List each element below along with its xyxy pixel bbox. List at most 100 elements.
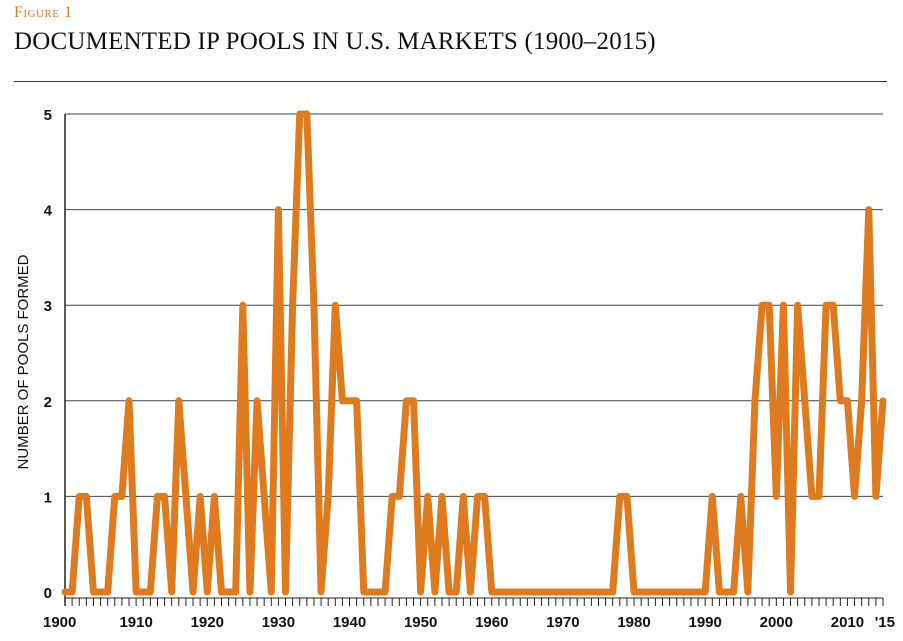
data-point-1925 <box>241 304 244 307</box>
data-point-1940 <box>348 399 351 402</box>
y-tick-label-4: 4 <box>44 203 53 220</box>
data-point-1957 <box>469 591 472 593</box>
data-point-1910 <box>135 591 138 593</box>
data-point-1934 <box>305 113 308 115</box>
figure-label: Figure 1 <box>14 4 73 21</box>
data-point-1999 <box>768 304 771 307</box>
data-point-1921 <box>213 495 216 498</box>
data-point-1903 <box>85 495 88 498</box>
data-point-1954 <box>448 591 451 593</box>
data-point-1915 <box>170 591 173 593</box>
data-point-1950 <box>419 591 422 593</box>
data-point-1962 <box>505 591 508 593</box>
data-point-1976 <box>604 591 607 593</box>
data-point-1939 <box>341 399 344 402</box>
data-point-1929 <box>270 591 273 593</box>
x-tick-label-1920: 1920 <box>191 614 224 631</box>
data-point-1995 <box>739 495 742 498</box>
data-point-1955 <box>455 591 458 593</box>
data-point-1905 <box>99 591 102 593</box>
data-point-1938 <box>334 304 337 307</box>
data-point-1971 <box>569 591 572 593</box>
data-point-1998 <box>761 304 764 307</box>
data-point-1973 <box>583 591 586 593</box>
data-point-1949 <box>412 399 415 402</box>
data-point-1909 <box>128 399 131 402</box>
x-tick-label-1930: 1930 <box>262 614 295 631</box>
data-point-2002 <box>789 591 792 593</box>
data-point-1967 <box>540 591 543 593</box>
x-tick-label-1950: 1950 <box>404 614 437 631</box>
data-point-1951 <box>426 495 429 498</box>
data-point-1956 <box>462 495 465 498</box>
data-point-1901 <box>71 591 74 593</box>
data-point-2000 <box>775 495 778 498</box>
data-point-1953 <box>440 495 443 498</box>
data-point-1959 <box>483 495 486 498</box>
data-point-1983 <box>654 591 657 593</box>
y-tick-label-1: 1 <box>44 489 52 506</box>
data-point-1908 <box>120 495 123 498</box>
data-point-1986 <box>675 591 678 593</box>
x-tick-label-1900: 1900 <box>43 614 76 631</box>
data-point-1965 <box>526 591 529 593</box>
data-point-1987 <box>682 591 685 593</box>
data-point-1914 <box>163 495 166 498</box>
data-point-1902 <box>78 495 81 498</box>
data-point-1916 <box>177 399 180 402</box>
data-point-1923 <box>227 591 230 593</box>
data-point-1964 <box>519 591 522 593</box>
data-point-1981 <box>640 591 643 593</box>
data-point-2001 <box>782 304 785 307</box>
data-point-1942 <box>362 591 365 593</box>
data-point-1961 <box>497 591 500 593</box>
data-point-1904 <box>92 591 95 593</box>
y-tick-label-0: 0 <box>44 585 52 602</box>
data-point-1907 <box>113 495 116 498</box>
chart-title: DOCUMENTED IP POOLS IN U.S. MARKETS (190… <box>14 28 656 55</box>
series-line-0 <box>61 110 887 596</box>
data-point-1946 <box>391 495 394 498</box>
data-point-1994 <box>732 591 735 593</box>
data-point-1931 <box>284 591 287 593</box>
data-point-1969 <box>554 591 557 593</box>
data-point-1919 <box>199 495 202 498</box>
data-point-1941 <box>355 399 358 402</box>
axes <box>64 114 884 606</box>
data-point-2011 <box>853 495 856 498</box>
data-point-1984 <box>661 591 664 593</box>
data-point-1918 <box>192 591 195 593</box>
data-point-1945 <box>384 591 387 593</box>
data-point-2014 <box>874 495 877 498</box>
data-point-1963 <box>512 591 515 593</box>
data-point-2006 <box>817 495 820 498</box>
title-divider <box>14 81 887 82</box>
data-point-1935 <box>312 304 315 307</box>
data-point-1988 <box>689 591 692 593</box>
data-point-1990 <box>704 591 707 593</box>
data-point-2003 <box>796 304 799 307</box>
data-point-1932 <box>291 304 294 307</box>
x-tick-label-1910: 1910 <box>119 614 152 631</box>
data-point-2012 <box>860 399 863 402</box>
data-point-2007 <box>825 304 828 307</box>
y-tick-label-5: 5 <box>44 107 52 124</box>
data-point-2008 <box>832 304 835 307</box>
x-tick-label-1940: 1940 <box>333 614 366 631</box>
data-point-1911 <box>142 591 145 593</box>
data-point-1912 <box>149 591 152 593</box>
data-point-1970 <box>561 591 564 593</box>
data-point-1948 <box>405 399 408 402</box>
data-point-2005 <box>810 495 813 498</box>
data-point-1975 <box>597 591 600 593</box>
y-tick-label-2: 2 <box>44 394 52 411</box>
data-point-1926 <box>248 591 251 593</box>
data-point-1993 <box>725 591 728 593</box>
data-point-1972 <box>576 591 579 593</box>
data-point-1982 <box>647 591 650 593</box>
y-tick-label-3: 3 <box>44 298 52 315</box>
data-point-1906 <box>106 591 109 593</box>
data-point-2010 <box>846 399 849 402</box>
x-tick-label-2000: 2000 <box>760 614 793 631</box>
